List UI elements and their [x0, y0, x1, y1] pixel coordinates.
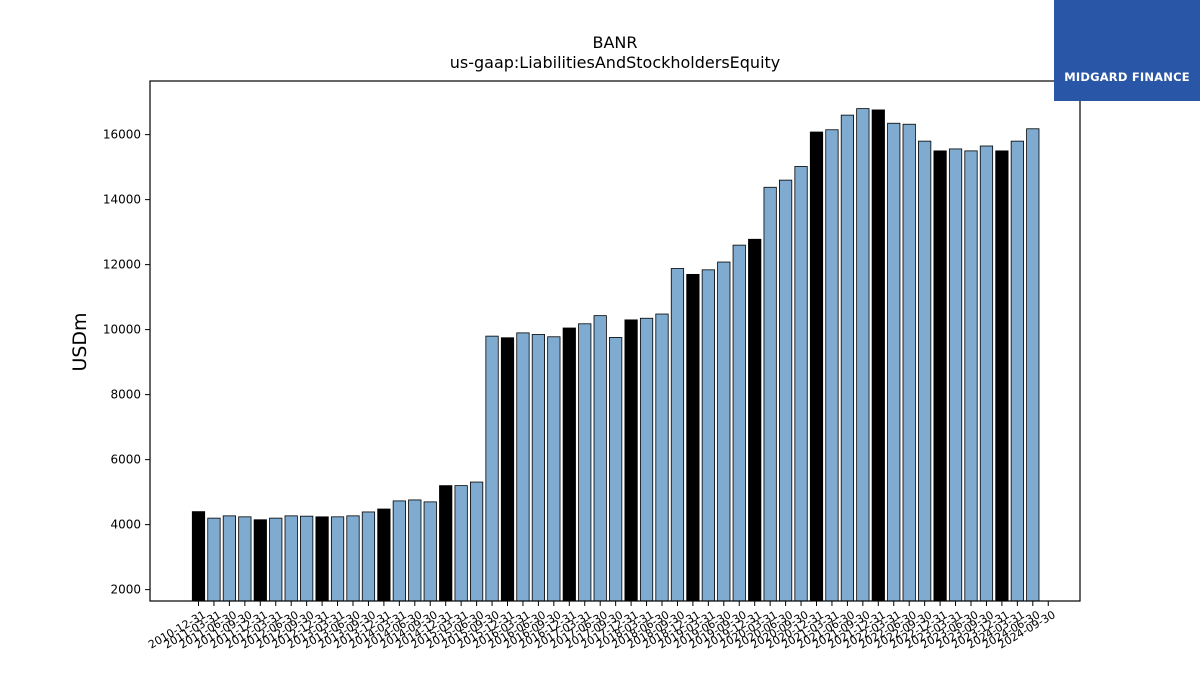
- bar-2012-06-30: [284, 515, 298, 602]
- brand-name: MIDGARD FINANCE: [1064, 70, 1190, 84]
- bar-2022-03-31: [887, 122, 901, 602]
- y-axis-label: USDm: [69, 312, 91, 371]
- bar-2014-12-31: [439, 485, 453, 602]
- bar-2022-09-30: [918, 140, 932, 602]
- bar-2019-03-31: [701, 269, 715, 602]
- bar-series: [191, 108, 1040, 602]
- bar-2010-12-31: [191, 511, 206, 602]
- bar-2021-06-30: [840, 114, 855, 602]
- y-tick-label: 12000: [103, 258, 141, 272]
- bar-2022-12-31: [933, 150, 947, 602]
- bar-2015-03-31: [454, 485, 468, 602]
- bar-2011-06-30: [222, 515, 236, 602]
- bar-2018-03-31: [639, 317, 654, 602]
- bar-2017-12-31: [624, 319, 638, 602]
- bar-2016-12-31: [562, 327, 576, 602]
- x-axis-ticks: 2010-12-312011-03-312011-06-302011-09-30…: [146, 601, 1058, 651]
- bar-2020-09-30: [794, 166, 808, 602]
- bar-2019-12-31: [748, 238, 762, 602]
- y-tick-label: 8000: [110, 388, 141, 402]
- y-axis-ticks: 2000 4000 6000 8000 10000 12000 14000 16000: [103, 128, 150, 597]
- bar-2024-06-30: [1026, 128, 1040, 602]
- bar-2014-09-30: [423, 501, 437, 602]
- bar-2020-06-30: [779, 179, 793, 602]
- bar-2023-06-30: [964, 150, 978, 602]
- midgard-m-icon: [1054, 0, 1200, 101]
- bar-2021-09-30: [856, 108, 870, 602]
- bar-2019-09-30: [732, 244, 746, 602]
- bar-2015-06-30: [469, 481, 484, 602]
- plot-frame: [149, 80, 1081, 602]
- bar-2012-12-31: [315, 516, 329, 602]
- bar-2023-12-31: [995, 150, 1009, 602]
- bar-2011-12-31: [253, 519, 267, 602]
- bar-2018-12-31: [686, 273, 700, 602]
- bar-2023-09-30: [979, 145, 994, 602]
- bar-2014-06-30: [408, 499, 422, 602]
- chart-subtitle: us-gaap:LiabilitiesAndStockholdersEquity: [450, 53, 781, 72]
- bar-2018-06-30: [655, 313, 669, 602]
- bar-2020-12-31: [809, 131, 824, 602]
- bar-2013-12-31: [377, 508, 391, 602]
- bar-2022-06-30: [902, 123, 916, 602]
- bar-2021-12-31: [871, 109, 885, 602]
- bar-2013-06-30: [346, 515, 360, 602]
- bar-2015-12-31: [500, 337, 515, 602]
- bar-2013-03-31: [330, 516, 345, 602]
- bar-2014-03-31: [392, 500, 406, 602]
- bar-2012-03-31: [269, 517, 283, 602]
- y-tick-label: 10000: [103, 323, 141, 337]
- bar-2020-03-31: [763, 186, 777, 602]
- bar-2015-09-30: [485, 335, 499, 602]
- y-tick-label: 14000: [103, 193, 141, 207]
- bar-2012-09-30: [300, 515, 314, 602]
- y-tick-label: 4000: [110, 518, 141, 532]
- bar-2017-06-30: [593, 315, 607, 602]
- bar-2017-03-31: [578, 323, 592, 602]
- bar-2024-03-31: [1010, 140, 1024, 602]
- y-tick-label: 16000: [103, 128, 141, 142]
- y-tick-label: 6000: [110, 453, 141, 467]
- bar-2011-09-30: [238, 516, 252, 602]
- bar-2011-03-31: [207, 517, 221, 602]
- bar-2019-06-30: [717, 261, 731, 602]
- bar-2023-03-31: [948, 148, 963, 602]
- y-tick-label: 2000: [110, 583, 141, 597]
- bar-2016-03-31: [516, 332, 530, 602]
- chart-title: BANR: [592, 33, 637, 52]
- bar-2016-06-30: [531, 334, 546, 602]
- bar-2018-09-30: [670, 268, 685, 602]
- bar-2021-03-31: [825, 129, 839, 602]
- bar-2013-09-30: [361, 511, 376, 602]
- bar-2016-09-30: [547, 336, 561, 602]
- bar-2017-09-30: [609, 337, 623, 602]
- brand-logo: MIDGARD FINANCE: [1054, 0, 1200, 101]
